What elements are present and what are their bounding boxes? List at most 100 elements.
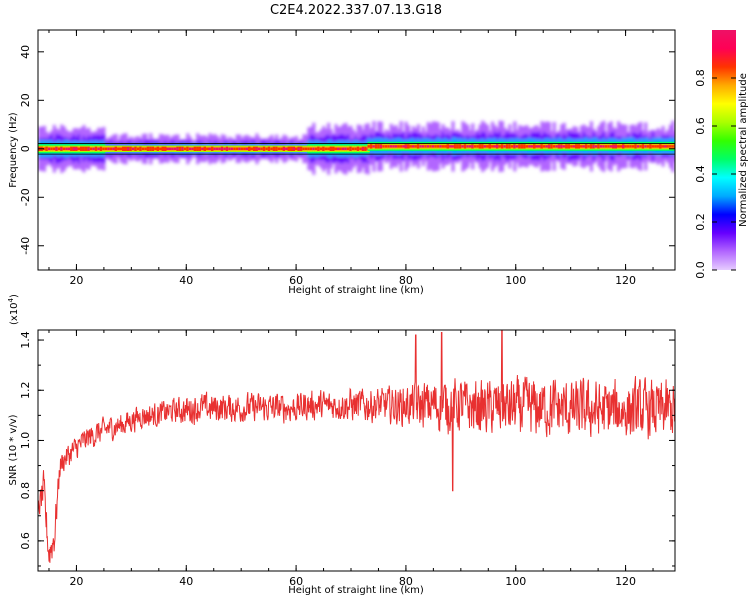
heatmap-cell bbox=[139, 147, 143, 150]
heatmap-cell bbox=[468, 145, 472, 148]
heatmap-cell bbox=[562, 145, 566, 148]
heatmap-cell bbox=[602, 145, 606, 148]
heatmap-cell bbox=[542, 145, 547, 148]
heatmap-cell bbox=[560, 145, 564, 148]
heatmap-cell bbox=[530, 145, 534, 148]
heatmap-cell bbox=[604, 145, 608, 148]
heatmap-cell bbox=[84, 147, 89, 150]
heatmap-cell bbox=[431, 145, 435, 148]
snr-scale-exponent: 4 bbox=[7, 297, 15, 302]
heatmap-cell bbox=[186, 147, 190, 150]
heatmap-cell bbox=[299, 147, 304, 150]
heatmap-cell bbox=[567, 145, 571, 148]
heatmap-cell bbox=[196, 147, 200, 150]
heatmap-cell bbox=[297, 147, 301, 150]
heatmap-cell bbox=[518, 145, 522, 148]
heatmap-cell bbox=[329, 147, 333, 150]
heatmap-cell bbox=[351, 147, 355, 150]
heatmap-cell bbox=[282, 147, 286, 150]
spectrogram-ytick-label: 20 bbox=[19, 93, 32, 107]
heatmap-cell bbox=[639, 145, 643, 148]
snr-xtick-label: 40 bbox=[179, 575, 193, 588]
heatmap-cell bbox=[109, 147, 113, 150]
heatmap-cell bbox=[424, 145, 428, 148]
heatmap-cell bbox=[146, 147, 150, 150]
heatmap-cell bbox=[166, 147, 170, 150]
spectrogram-xtick-label: 80 bbox=[399, 274, 413, 287]
snr-scale-label: (x104) bbox=[7, 294, 20, 325]
colorbar-label: Normalized spectral amplitude bbox=[738, 73, 749, 227]
heatmap-cell bbox=[181, 147, 185, 150]
heatmap-cell bbox=[260, 147, 264, 150]
heatmap-cell bbox=[164, 147, 168, 150]
spectrogram-ylabel: Frequency (Hz) bbox=[8, 112, 19, 188]
heatmap-cell bbox=[656, 145, 660, 148]
heatmap-cell bbox=[456, 145, 460, 148]
heatmap-cell bbox=[664, 145, 668, 148]
heatmap-cell bbox=[57, 147, 61, 150]
heatmap-cell bbox=[520, 145, 524, 148]
heatmap-cell bbox=[629, 145, 633, 148]
heatmap-cell bbox=[486, 145, 490, 148]
heatmap-cell bbox=[339, 147, 343, 150]
heatmap-cell bbox=[644, 145, 648, 148]
heatmap-cell bbox=[471, 145, 475, 148]
heatmap-cell bbox=[255, 147, 259, 150]
heatmap-cell bbox=[557, 145, 561, 148]
heatmap-cell bbox=[500, 145, 504, 148]
heatmap-cell bbox=[87, 147, 91, 150]
snr-ytick-label: 0.6 bbox=[19, 532, 32, 550]
heatmap-cell bbox=[210, 147, 215, 150]
heatmap-cell bbox=[285, 147, 289, 150]
heatmap-cell bbox=[570, 145, 574, 148]
heatmap-cell bbox=[594, 145, 598, 148]
heatmap-cell bbox=[673, 145, 675, 148]
heatmap-cell bbox=[619, 145, 623, 148]
heatmap-cell bbox=[389, 145, 393, 148]
heatmap-cell bbox=[77, 147, 81, 150]
heatmap-cell bbox=[444, 145, 448, 148]
heatmap-cell bbox=[463, 145, 467, 148]
heatmap-cell bbox=[238, 147, 242, 150]
heatmap-cell bbox=[641, 145, 645, 148]
heatmap-cell bbox=[319, 147, 323, 150]
heatmap-cell bbox=[208, 147, 212, 150]
heatmap-cell bbox=[235, 147, 239, 150]
snr-ytick-label: 1.4 bbox=[19, 331, 32, 349]
colorbar-gradient bbox=[712, 30, 736, 270]
heatmap-cell bbox=[198, 147, 202, 150]
heatmap-cell bbox=[188, 147, 192, 150]
heatmap-cell bbox=[473, 145, 477, 148]
heatmap-cell bbox=[533, 145, 537, 148]
heatmap-cell bbox=[414, 145, 418, 148]
heatmap-cell bbox=[252, 147, 257, 150]
heatmap-cell bbox=[349, 147, 353, 150]
heatmap-cell bbox=[280, 147, 284, 150]
heatmap-cell bbox=[626, 145, 631, 148]
heatmap-cell bbox=[550, 145, 554, 148]
snr-scale-suffix: ) bbox=[9, 294, 20, 298]
heatmap-cell bbox=[565, 145, 569, 148]
heatmap-cell bbox=[294, 147, 299, 150]
colorbar: 0.0 0.2 0.4 0.6 0.8 Normalized spectral ampl… bbox=[694, 30, 749, 279]
heatmap-cell bbox=[55, 147, 59, 150]
heatmap-cell bbox=[498, 145, 502, 148]
heatmap-cell bbox=[257, 147, 262, 150]
heatmap-cell bbox=[476, 145, 480, 148]
heatmap-cell bbox=[317, 147, 321, 150]
heatmap-cell bbox=[206, 147, 210, 150]
heatmap-cell bbox=[122, 147, 126, 150]
heatmap-cell bbox=[609, 145, 613, 148]
heatmap-cell bbox=[525, 145, 529, 148]
spectrogram-ytick-label: 40 bbox=[19, 45, 32, 59]
heatmap-cell bbox=[446, 145, 450, 148]
heatmap-cell bbox=[344, 147, 348, 150]
heatmap-cell bbox=[584, 145, 589, 148]
heatmap-cell bbox=[555, 145, 559, 148]
heatmap-cell bbox=[119, 147, 123, 150]
heatmap-cell bbox=[218, 147, 222, 150]
heatmap-cell bbox=[523, 145, 527, 148]
heatmap-cell bbox=[535, 145, 539, 148]
heatmap-cell bbox=[545, 145, 549, 148]
colorbar-tick-label: 0.0 bbox=[694, 261, 707, 279]
